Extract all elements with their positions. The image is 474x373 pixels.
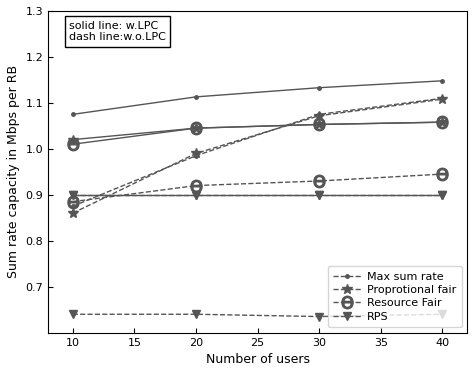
Legend: Max sum rate, Proprotional fair, Resource Fair, RPS: Max sum rate, Proprotional fair, Resourc… <box>328 266 462 327</box>
Text: solid line: w.LPC
dash line:w.o.LPC: solid line: w.LPC dash line:w.o.LPC <box>69 21 166 42</box>
X-axis label: Number of users: Number of users <box>206 353 310 366</box>
Y-axis label: Sum rate capacity in Mbps per RB: Sum rate capacity in Mbps per RB <box>7 65 20 278</box>
